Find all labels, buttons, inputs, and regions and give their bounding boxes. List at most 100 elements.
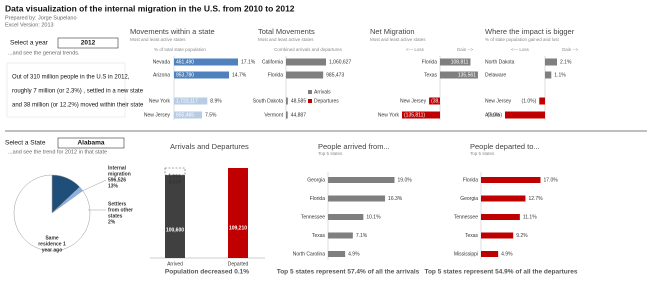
caption: Top 5 states represent 57.4% of all the …	[277, 269, 420, 276]
count-label: 1,723,117	[176, 98, 198, 104]
state-label: Florida	[422, 59, 438, 65]
count-label: 953,780	[176, 72, 194, 78]
value-label: 17.0%	[544, 177, 559, 183]
value-label: 11.1%	[523, 214, 537, 220]
bar	[174, 111, 203, 119]
loss-text: Loss	[169, 173, 181, 179]
value-label: (38,979)	[431, 98, 450, 104]
bar	[545, 58, 557, 66]
pie-label: Same	[45, 235, 59, 241]
panel-title: People arrived from...	[318, 142, 390, 151]
state-label: Tennessee	[454, 214, 478, 220]
panel-title: Total Movements	[258, 27, 315, 36]
summary-box	[6, 62, 126, 118]
panel-subtitle: Top 5 states	[318, 151, 343, 156]
value-label: 4.9%	[348, 251, 360, 257]
value-label: 44,887	[291, 112, 307, 118]
bar	[328, 177, 395, 183]
value-label: 12.7%	[528, 196, 543, 202]
title: Data visualization of the internal migra…	[5, 3, 295, 13]
value-label: 108,811	[451, 59, 469, 65]
state-label: Texas	[312, 233, 326, 239]
panel-title: Arrivals and Departures	[170, 142, 249, 151]
bar	[228, 168, 248, 258]
category-label: Arrived	[167, 261, 183, 267]
pie-label: migration	[108, 171, 131, 177]
value-label: 19.0%	[398, 177, 413, 183]
value-label: 1.1%	[554, 72, 566, 78]
state-label: Texas	[465, 233, 479, 239]
pie-label: 596,526	[108, 177, 126, 183]
bar	[545, 71, 552, 79]
value-label: 100,600	[166, 228, 184, 234]
count-label: 655,465	[176, 112, 194, 118]
bar	[429, 97, 440, 105]
year-select[interactable]	[57, 37, 119, 49]
value-label: 1,060,627	[329, 59, 351, 65]
pie-label: 13%	[108, 183, 119, 189]
panel-title: Net Migration	[370, 27, 415, 36]
state-label: Tennessee	[301, 214, 325, 220]
value-label: (135,811)	[404, 112, 425, 118]
bar	[328, 251, 346, 257]
bar	[481, 214, 520, 220]
state-label: Nevada	[153, 59, 170, 65]
summary-line: and 38 million (or 12.2%) moved within t…	[12, 103, 144, 109]
bar	[505, 111, 545, 119]
state-label: New Jersey	[400, 98, 427, 104]
loss-label: <--- Loss	[406, 47, 425, 52]
state-label: South Dakota	[253, 98, 284, 104]
value-label: 7.5%	[205, 112, 217, 118]
value-label: (1.0%)	[522, 98, 537, 104]
year: 2012	[81, 40, 96, 47]
pie-label: from other	[108, 207, 133, 213]
pie-label: year ago	[42, 247, 63, 253]
state-label: California	[262, 59, 283, 65]
count-label: 461,490	[176, 59, 194, 65]
value-label: 9.2%	[516, 233, 528, 239]
pie-label: 2%	[108, 219, 116, 225]
state-label: New York	[149, 98, 171, 104]
state-select[interactable]	[57, 137, 125, 149]
value-label: 109,210	[229, 225, 247, 231]
bar	[286, 111, 288, 119]
summary-line: roughly 7 million (or 2.3%) , settled in…	[12, 89, 144, 95]
bar	[481, 232, 514, 239]
value-label: 14.7%	[232, 72, 247, 78]
loss-bar	[164, 167, 186, 176]
legend-label: Departures	[314, 98, 339, 104]
bar	[174, 71, 230, 79]
gain-label: Gain -->	[562, 47, 579, 52]
panel-title: People departed to...	[470, 142, 540, 151]
value-label: 4.9%	[501, 251, 513, 257]
value-label: 8.9%	[210, 98, 222, 104]
panel-title: Movements within a state	[130, 27, 215, 36]
pie-slice	[13, 174, 91, 252]
state-label: Vermont	[264, 112, 283, 118]
axis-label: Combined arrivals and departures	[274, 47, 343, 52]
value-label: 48,585	[291, 98, 307, 104]
panel-subtitle: Most and least active states	[370, 37, 426, 42]
bar	[174, 58, 238, 66]
version: Excel Version: 2013	[5, 22, 54, 28]
bar	[286, 97, 288, 105]
hint: ...and see the general trends.	[8, 50, 80, 56]
state-label: New Jersey	[144, 112, 171, 118]
pie-label: states	[108, 213, 123, 219]
state-select-label: Select a State	[5, 140, 46, 147]
state-label: Florida	[463, 177, 479, 183]
state-label: Delaware	[485, 72, 506, 78]
bar	[481, 177, 541, 183]
select-label: Select a year	[10, 40, 49, 47]
summary-line: Out of 310 million people in the U.S in …	[12, 75, 130, 81]
caption: Top 5 states represent 54.9% of all the …	[424, 269, 577, 276]
bar	[286, 58, 326, 66]
bar	[539, 97, 545, 105]
panel-subtitle: Most and least active states	[130, 37, 186, 42]
leader	[79, 179, 107, 193]
value-label: 16.3%	[388, 196, 403, 202]
author: Prepared by: Jorge Supelano	[5, 15, 77, 21]
state-hint: ...and see the trend for 2012 in that st…	[8, 149, 107, 155]
state-label: Georgia	[307, 177, 325, 183]
